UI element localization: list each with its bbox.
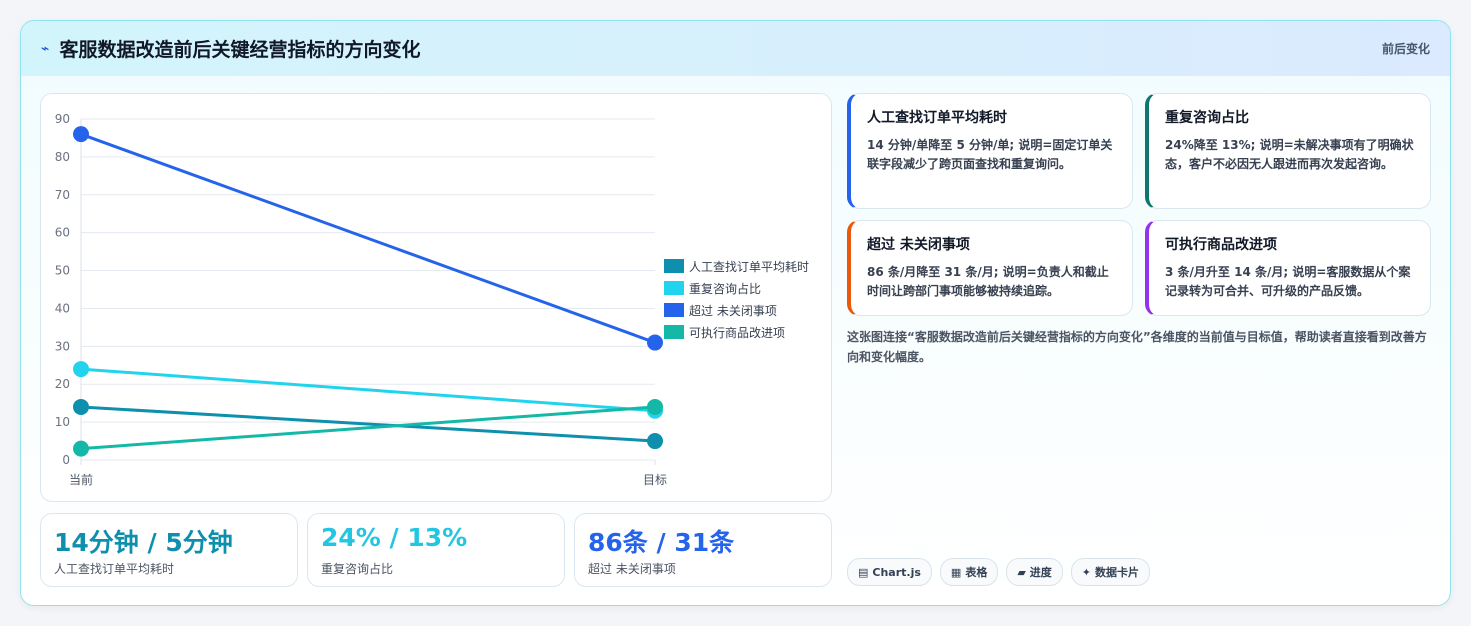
- legend-swatch: [664, 303, 684, 317]
- chart-card: 0 10 20 30 40 50 60 70 80 90 当前 目标 人工查找订单平均耗时 重复咨询占…: [40, 93, 832, 502]
- line-chart: 0 10 20 30 40 50 60 70 80 90 当前 目标: [55, 112, 667, 487]
- series-line: [80, 405, 656, 451]
- stat-value: 24% / 13%: [321, 523, 468, 552]
- tag-label: 进度: [1029, 566, 1052, 579]
- data-point: [73, 398, 89, 415]
- info-card-body: 14 分钟/单降至 5 分钟/单; 说明=固定订单关联字段减少了跨页面查找和重复…: [867, 138, 1113, 171]
- info-card-title: 人工查找订单平均耗时: [867, 110, 1007, 126]
- x-tick-label: 当前: [69, 472, 93, 487]
- legend-item[interactable]: 可执行商品改进项: [664, 321, 809, 343]
- info-card-body: 86 条/月降至 31 条/月; 说明=负责人和截止时间让跨部门事项能够被持续追…: [867, 265, 1109, 298]
- legend-item[interactable]: 人工查找订单平均耗时: [664, 255, 809, 277]
- data-point: [73, 361, 89, 378]
- page-title: ⌁ 客服数据改造前后关键经营指标的方向变化: [41, 35, 420, 62]
- y-tick-label: 90: [55, 112, 70, 126]
- tag-label: Chart.js: [872, 565, 921, 579]
- legend-swatch: [664, 259, 684, 273]
- legend-label: 重复咨询占比: [689, 281, 762, 296]
- chart-legend: 人工查找订单平均耗时 重复咨询占比 超过 未关闭事项 可执行商品改进项: [664, 255, 809, 343]
- tag-data-card[interactable]: ✦ 数据卡片: [1070, 558, 1151, 586]
- y-tick-label: 60: [55, 226, 70, 240]
- info-card: 人工查找订单平均耗时 14 分钟/单降至 5 分钟/单; 说明=固定订单关联字段…: [847, 93, 1133, 209]
- y-tick-label: 20: [55, 377, 70, 391]
- legend-item[interactable]: 重复咨询占比: [664, 277, 809, 299]
- legend-label: 人工查找订单平均耗时: [689, 259, 810, 274]
- tag-progress[interactable]: ▰ 进度: [1006, 558, 1063, 586]
- header-tag: 前后变化: [1381, 42, 1430, 56]
- legend-item[interactable]: 超过 未关闭事项: [664, 299, 809, 321]
- y-tick-label: 40: [55, 301, 70, 315]
- series-line: [80, 405, 656, 443]
- tag-table[interactable]: ▦ 表格: [939, 558, 999, 586]
- data-point: [647, 398, 663, 415]
- y-tick-label: 80: [55, 150, 70, 164]
- info-card-title: 可执行商品改进项: [1165, 237, 1277, 253]
- info-card: 超过 未关闭事项 86 条/月降至 31 条/月; 说明=负责人和截止时间让跨部…: [847, 220, 1133, 316]
- stat-value: 86条 / 31条: [588, 528, 735, 557]
- stat-card: 86条 / 31条 超过 未关闭事项: [574, 513, 832, 587]
- lightning-icon: ⌁: [41, 40, 50, 57]
- sparkle-icon: ✦: [1081, 565, 1092, 579]
- series-line: [80, 367, 656, 413]
- info-card-body: 24%降至 13%; 说明=未解决事项有了明确状态，客户不必因无人跟进而再次发起…: [1165, 138, 1414, 171]
- legend-swatch: [664, 325, 684, 339]
- y-tick-label: 10: [55, 415, 70, 429]
- table-icon: ▦: [950, 565, 962, 579]
- tag-chartjs[interactable]: ▤ Chart.js: [847, 558, 932, 586]
- data-point: [647, 433, 663, 450]
- data-point: [647, 334, 663, 351]
- info-card-title: 重复咨询占比: [1165, 110, 1249, 126]
- info-card: 重复咨询占比 24%降至 13%; 说明=未解决事项有了明确状态，客户不必因无人…: [1145, 93, 1431, 209]
- stat-card: 14分钟 / 5分钟 人工查找订单平均耗时: [40, 513, 298, 587]
- legend-label: 超过 未关闭事项: [689, 303, 777, 318]
- stat-label: 人工查找订单平均耗时: [54, 562, 175, 576]
- tag-label: 表格: [965, 566, 988, 579]
- progress-icon: ▰: [1017, 565, 1026, 579]
- data-point: [73, 440, 89, 457]
- x-tick-label: 目标: [643, 473, 667, 487]
- data-point: [73, 126, 89, 143]
- info-card-body: 3 条/月升至 14 条/月; 说明=客服数据从个案记录转为可合并、可升级的产品…: [1165, 265, 1411, 298]
- legend-label: 可执行商品改进项: [689, 325, 786, 340]
- stat-card: 24% / 13% 重复咨询占比: [307, 513, 565, 587]
- title-text: 客服数据改造前后关键经营指标的方向变化: [59, 39, 421, 61]
- stat-label: 超过 未关闭事项: [588, 562, 676, 576]
- y-tick-label: 0: [62, 453, 70, 467]
- tag-list: ▤ Chart.js ▦ 表格 ▰ 进度 ✦ 数据卡片: [847, 558, 1151, 586]
- info-card: 可执行商品改进项 3 条/月升至 14 条/月; 说明=客服数据从个案记录转为可…: [1145, 220, 1431, 316]
- panel-header: ⌁ 客服数据改造前后关键经营指标的方向变化 前后变化: [21, 21, 1450, 76]
- y-tick-label: 30: [55, 339, 70, 353]
- chart-description: 这张图连接“客服数据改造前后关键经营指标的方向变化”各维度的当前值与目标值，帮助…: [847, 330, 1427, 364]
- stat-value: 14分钟 / 5分钟: [54, 528, 233, 557]
- series-line: [80, 132, 656, 344]
- chart-icon: ▤: [858, 565, 869, 579]
- main-panel: ⌁ 客服数据改造前后关键经营指标的方向变化 前后变化 0 10 20 30 40 50 60…: [20, 20, 1451, 606]
- y-tick-label: 50: [55, 264, 70, 278]
- legend-swatch: [664, 281, 684, 295]
- tag-label: 数据卡片: [1095, 566, 1140, 579]
- y-tick-label: 70: [55, 188, 70, 202]
- info-card-title: 超过 未关闭事项: [867, 237, 970, 253]
- stat-label: 重复咨询占比: [321, 562, 394, 576]
